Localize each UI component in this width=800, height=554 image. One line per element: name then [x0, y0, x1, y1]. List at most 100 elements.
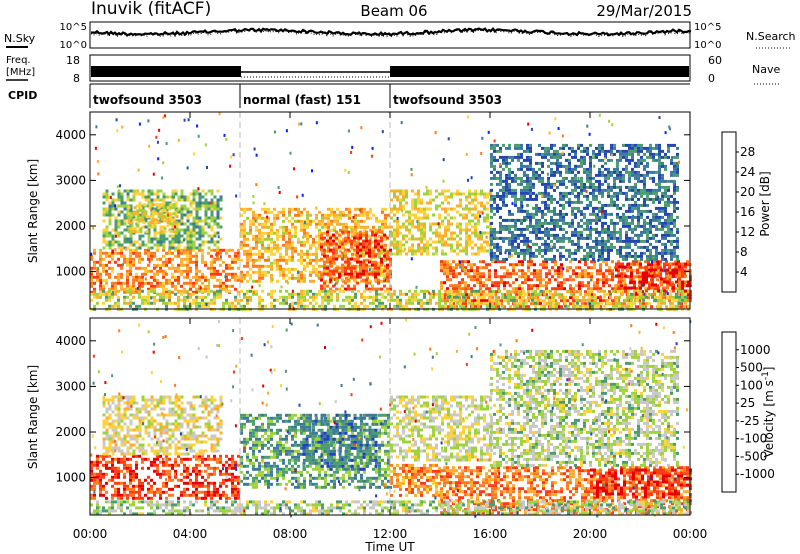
heatmap-cell — [625, 152, 628, 156]
heatmap-cell — [201, 304, 204, 308]
heatmap-cell — [132, 263, 135, 267]
heatmap-cell — [562, 182, 565, 186]
heatmap-cell — [186, 295, 189, 299]
heatmap-cell — [252, 246, 255, 250]
heatmap-cell — [111, 240, 115, 244]
heatmap-cell — [556, 149, 559, 153]
heatmap-cell — [267, 270, 270, 274]
heatmap-cell — [650, 266, 653, 270]
heatmap-cell — [509, 275, 512, 279]
heatmap-cell — [138, 304, 141, 308]
heatmap-cell — [252, 270, 255, 274]
heatmap-cell — [574, 167, 577, 171]
heatmap-cell — [108, 251, 111, 255]
heatmap-cell — [681, 280, 684, 284]
heatmap-cell — [520, 182, 523, 186]
heatmap-cell — [323, 260, 326, 264]
heatmap-cell — [628, 203, 631, 207]
heatmap-cell — [369, 237, 372, 241]
heatmap-cell — [384, 243, 387, 247]
heatmap-cell — [177, 198, 181, 202]
heatmap-cell — [144, 301, 147, 305]
heatmap-cell — [526, 224, 529, 228]
heatmap-cell — [687, 283, 690, 287]
heatmap-cell — [168, 266, 171, 270]
heatmap-cell — [356, 275, 359, 279]
heatmap-cell — [610, 188, 613, 192]
heatmap-cell — [601, 143, 604, 147]
heatmap-cell — [105, 272, 108, 276]
heatmap-cell — [553, 188, 556, 192]
heatmap-cell — [626, 269, 629, 273]
freq-right-tick-bottom: 0 — [708, 72, 715, 85]
heatmap-cell — [456, 192, 459, 196]
heatmap-cell — [93, 266, 96, 270]
heatmap-cell — [378, 219, 381, 223]
heatmap-cell — [514, 251, 517, 255]
heatmap-cell — [538, 143, 541, 147]
heatmap-cell — [464, 305, 467, 309]
heatmap-cell — [291, 207, 294, 211]
heatmap-cell — [420, 252, 423, 256]
heatmap-cell — [148, 215, 152, 219]
heatmap-cell — [619, 179, 622, 183]
heatmap-cell — [601, 173, 604, 177]
heatmap-cell — [676, 170, 679, 174]
heatmap-cell — [661, 254, 664, 258]
heatmap-cell — [279, 225, 282, 229]
freq-band-c — [390, 66, 689, 77]
heatmap-cell — [583, 185, 586, 189]
heatmap-cell — [464, 269, 467, 273]
heatmap-cell — [517, 158, 520, 162]
heatmap-cell — [135, 254, 138, 258]
heatmap-cell — [622, 152, 625, 156]
heatmap-cell — [396, 210, 399, 214]
heatmap-cell — [461, 260, 464, 264]
heatmap-cell — [658, 173, 661, 177]
heatmap-cell — [477, 246, 480, 250]
heatmap-cell — [617, 260, 620, 264]
heatmap-cell — [333, 228, 336, 232]
heatmap-cell — [372, 270, 375, 274]
heatmap-cell — [213, 266, 216, 270]
heatmap-cell — [658, 218, 661, 222]
heatmap-cell — [294, 207, 297, 211]
heatmap-cell — [264, 273, 267, 277]
heatmap-cell — [172, 203, 176, 207]
heatmap-cell — [135, 248, 138, 252]
heatmap-cell — [204, 222, 208, 226]
heatmap-cell — [402, 222, 405, 226]
heatmap-cell — [171, 290, 174, 294]
heatmap-cell — [225, 248, 228, 252]
heatmap-cell — [374, 242, 377, 246]
heatmap-cell — [464, 290, 467, 294]
heatmap-cell — [447, 195, 450, 199]
heatmap-cell — [655, 188, 658, 192]
heatmap-cell — [411, 222, 414, 226]
heatmap-cell — [108, 204, 112, 208]
heatmap-cell — [120, 248, 123, 252]
heatmap-cell — [520, 161, 523, 165]
heatmap-cell — [344, 239, 347, 243]
heatmap-cell — [627, 286, 630, 290]
heatmap-cell — [192, 231, 196, 235]
heatmap-cell — [645, 277, 648, 281]
heatmap-cell — [300, 276, 303, 280]
heatmap-cell — [541, 161, 544, 165]
heatmap-cell — [368, 239, 371, 243]
heatmap-cell — [565, 158, 568, 162]
heatmap-cell — [225, 263, 228, 267]
heatmap-cell — [332, 284, 335, 288]
heatmap-cell — [123, 201, 127, 205]
heatmap-cell — [172, 221, 176, 225]
heatmap-cell — [655, 251, 658, 255]
heatmap-cell — [658, 152, 661, 156]
heatmap-cell — [527, 275, 530, 279]
heatmap-cell — [168, 295, 171, 299]
heatmap-cell — [490, 230, 493, 234]
heatmap-cell — [156, 269, 159, 273]
heatmap-cell — [559, 179, 562, 183]
heatmap-cell — [535, 203, 538, 207]
heatmap-cell — [550, 173, 553, 177]
heatmap-cell — [664, 230, 667, 234]
